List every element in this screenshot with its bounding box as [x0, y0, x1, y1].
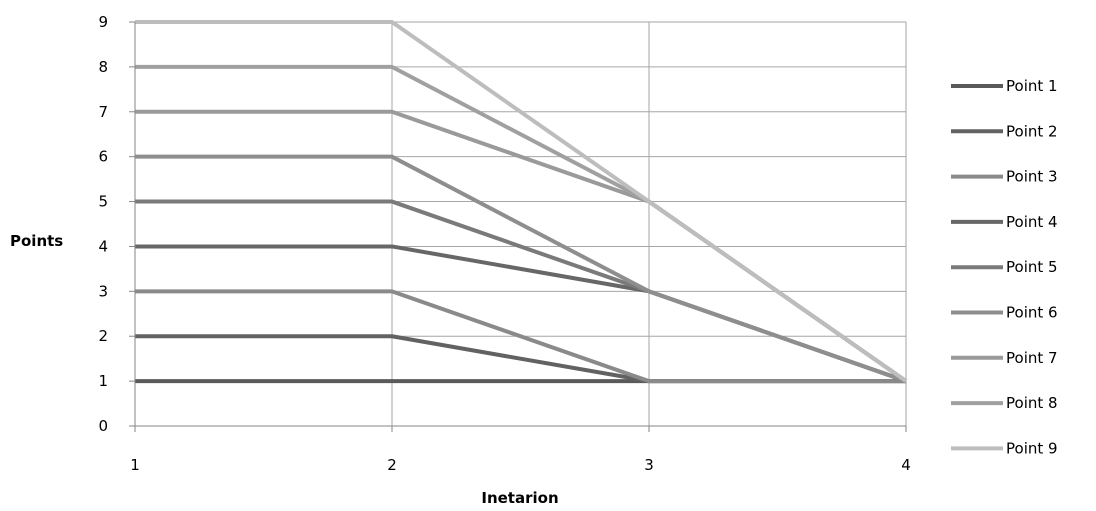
legend-item: Point 2: [951, 122, 1058, 140]
legend-label: Point 1: [1006, 77, 1058, 95]
series-line-3: [135, 289, 906, 384]
legend-item: Point 3: [951, 168, 1058, 186]
y-tick-label: 5: [98, 193, 108, 211]
legend-item: Point 1: [951, 77, 1058, 95]
y-axis-title: Points: [10, 232, 63, 250]
y-tick-label: 2: [98, 327, 108, 345]
legend-item: Point 5: [951, 258, 1058, 276]
legend-label: Point 8: [1006, 394, 1058, 412]
y-tick-label: 4: [98, 237, 108, 255]
legend-label: Point 2: [1006, 122, 1058, 140]
y-tick-label: 6: [98, 148, 108, 166]
tick-labels: 0 1 2 3 4 5 6 7 8 9 1 2 3 4: [98, 13, 910, 474]
legend-item: Point 9: [951, 439, 1058, 457]
legend: Point 1 Point 2 Point 3 Point 4 Point 5 Point…: [951, 77, 1058, 457]
series-line-9: [135, 20, 908, 383]
x-tick-label: 1: [130, 456, 140, 474]
x-axis-title: Inetarion: [481, 489, 558, 507]
legend-label: Point 5: [1006, 258, 1058, 276]
y-tick-label: 1: [98, 372, 108, 390]
axes: [129, 21, 907, 432]
y-tick-label: 9: [98, 13, 108, 31]
y-tick-label: 8: [98, 58, 108, 76]
series-line-6: [135, 154, 907, 383]
legend-label: Point 6: [1006, 304, 1058, 322]
series-line-2: [135, 334, 906, 384]
legend-item: Point 6: [951, 304, 1058, 322]
legend-item: Point 8: [951, 394, 1058, 412]
legend-label: Point 9: [1006, 439, 1058, 457]
legend-item: Point 4: [951, 213, 1058, 231]
x-tick-label: 4: [901, 456, 911, 474]
y-tick-label: 0: [98, 417, 108, 435]
y-tick-label: 3: [98, 282, 108, 300]
y-tick-label: 7: [98, 103, 108, 121]
legend-label: Point 4: [1006, 213, 1058, 231]
legend-item: Point 7: [951, 349, 1058, 367]
legend-label: Point 7: [1006, 349, 1058, 367]
x-tick-label: 2: [387, 456, 397, 474]
series-lines: [135, 20, 908, 384]
legend-label: Point 3: [1006, 168, 1058, 186]
x-tick-label: 3: [644, 456, 654, 474]
series-line-4: [135, 244, 907, 383]
